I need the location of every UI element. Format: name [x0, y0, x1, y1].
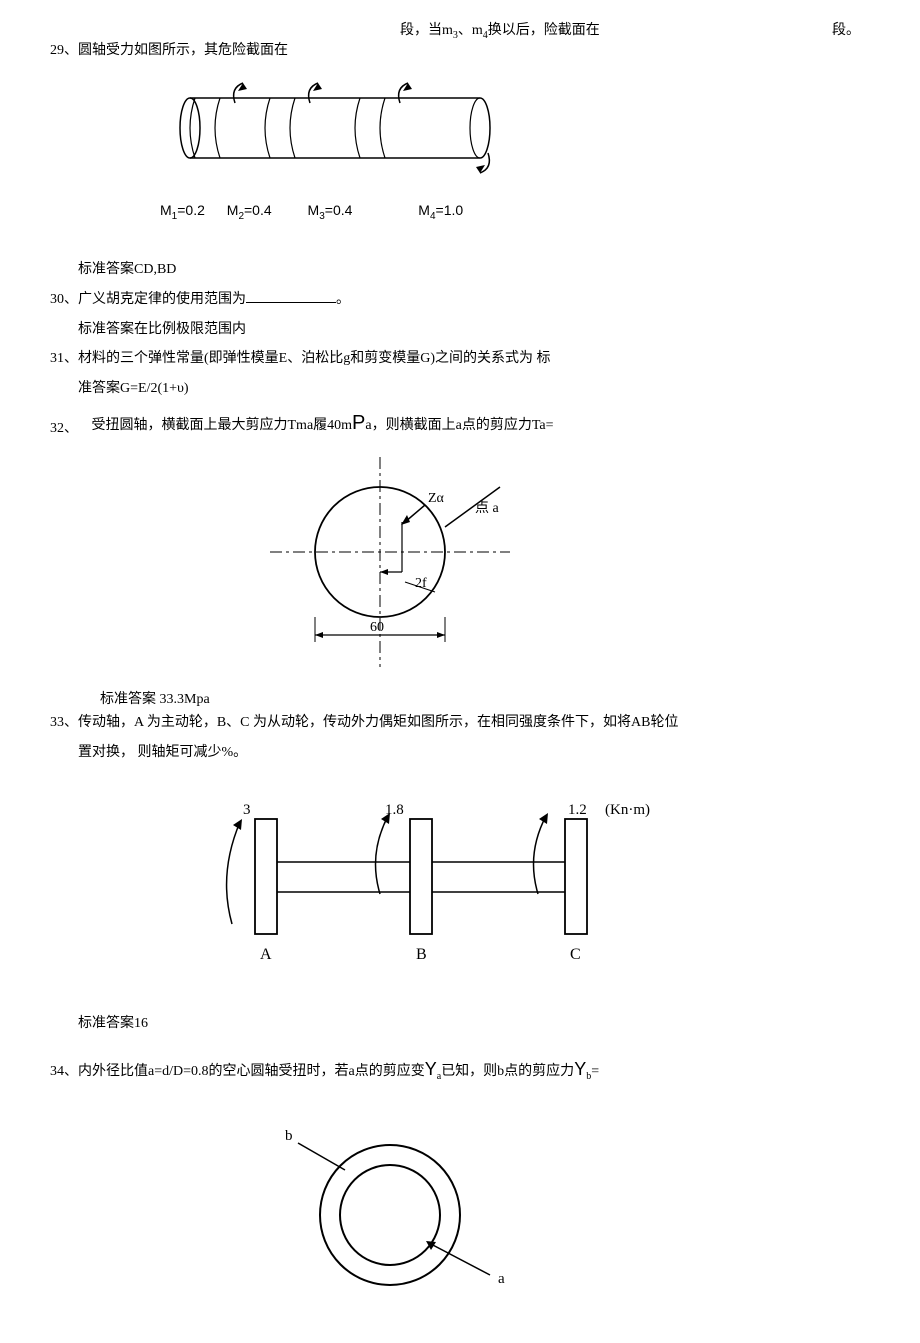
q34-text-before: 内外径比值a=d/D=0.8的空心圆轴受扭时，若a点的剪应变 [78, 1064, 425, 1079]
wheel-c: C [570, 946, 581, 963]
q31-text: 材料的三个弹性常量(即弹性模量E、泊松比g和剪变模量G)之间的关系式为 [78, 351, 533, 366]
transmission-shaft: 3 1.8 1.2 (Kn·m) A B C [170, 794, 670, 994]
q29-text: 圆轴受力如图所示，其危险截面在 [78, 43, 288, 58]
m2-label: M2=0.4 [227, 202, 272, 218]
q33-text2: 置对换， 则轴矩可减少%。 [50, 742, 870, 764]
q34-y2: Y [574, 1059, 586, 1079]
q34-text-mid: 已知，则b点的剪应力 [441, 1064, 574, 1079]
moment-12: 1.2 [568, 802, 587, 818]
q33-text1: 传动轴，A 为主动轮，B、C 为从动轮，传动外力偶矩如图所示，在相同强度条件下，… [78, 715, 678, 730]
q30-text-before: 广义胡克定律的使用范围为 [78, 292, 246, 307]
wheel-b: B [416, 946, 427, 963]
q30-blank [246, 287, 336, 303]
question-33: 33、传动轴，A 为主动轮，B、C 为从动轮，传动外力偶矩如图所示，在相同强度条… [50, 712, 870, 734]
q34-figure: b a [230, 1115, 870, 1323]
hollow-circle: b a [230, 1115, 550, 1315]
wheel-a: A [260, 946, 272, 963]
circle-cross-section: Zα 点 a 2f 60 [270, 457, 550, 677]
m1-label: M1=0.2 [160, 202, 205, 218]
moment-3: 3 [243, 802, 251, 818]
unit-label: (Kn·m) [605, 802, 650, 818]
question-32: 32、 受扭圆轴，横截面上最大剪应力Tma履40mPa，则横截面上a点的剪应力T… [50, 407, 870, 441]
q32-figure: Zα 点 a 2f 60 [270, 457, 870, 685]
dim-60: 60 [370, 620, 384, 635]
shaft-torque-diagram [130, 78, 530, 208]
q30-answer: 标准答案在比例极限范围内 [50, 319, 870, 341]
q31-answer-line2: 准答案G=E/2(1+υ) [50, 378, 870, 400]
q32-num: 32、 [50, 418, 78, 440]
q34-y1: Y [425, 1059, 437, 1079]
q33-figure: 3 1.8 1.2 (Kn·m) A B C [170, 794, 870, 1002]
q29-figure: M1=0.2 M2=0.4 M3=0.4 M4=1.0 [130, 78, 870, 242]
question-34: 34、内外径比值a=d/D=0.8的空心圆轴受扭时，若a点的剪应变Ya已知，则b… [50, 1055, 870, 1085]
q34-num: 34、 [50, 1061, 78, 1083]
point-a-label: 点 a [475, 500, 499, 516]
q30-text-after: 。 [336, 292, 350, 307]
q33-num: 33、 [50, 712, 78, 734]
label-a: a [498, 1271, 505, 1287]
m3-label: M3=0.4 [308, 202, 353, 218]
header-m4: m [472, 23, 483, 38]
q32-text-before: 受扭圆轴，横截面上最大剪应力Tma履40m [92, 418, 353, 433]
header-sep: 、 [458, 23, 472, 38]
q34-text-after: = [591, 1064, 599, 1079]
q29-answer: 标准答案CD,BD [50, 259, 870, 281]
q31-num: 31、 [50, 348, 78, 370]
q31-answer-label: 标 [537, 351, 551, 366]
question-29: 29、圆轴受力如图所示，其危险截面在 [50, 40, 870, 62]
q32-text-mid: a，则横截面上a点的剪应力Ta= [365, 418, 553, 433]
q33-answer: 标准答案16 [50, 1013, 870, 1035]
header-m3: m [442, 23, 453, 38]
q29-num: 29、 [50, 40, 78, 62]
question-31: 31、材料的三个弹性常量(即弹性模量E、泊松比g和剪变模量G)之间的关系式为 标 [50, 348, 870, 370]
question-30: 30、广义胡克定律的使用范围为 。 [50, 287, 870, 311]
za-label: Zα [428, 491, 445, 506]
q32-p: P [352, 412, 365, 434]
q32-answer: 标准答案 33.3Mpa [50, 689, 870, 711]
m4-label: M4=1.0 [418, 202, 463, 218]
label-b: b [285, 1128, 293, 1144]
header-text-2: 换以后，险截面在 [488, 23, 600, 38]
q30-num: 30、 [50, 289, 78, 311]
header-text-1: 段，当 [400, 23, 442, 38]
